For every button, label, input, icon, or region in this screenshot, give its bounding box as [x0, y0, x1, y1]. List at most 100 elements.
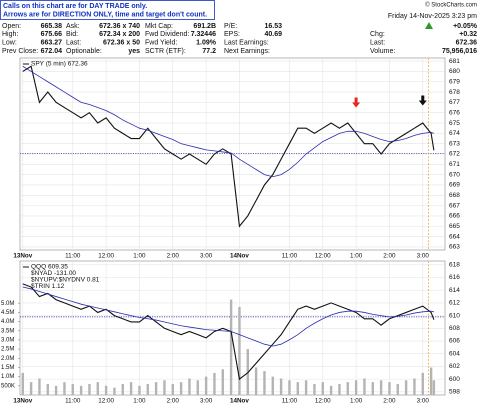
volume-bar [121, 383, 124, 395]
x-tick-label: 3:00 [200, 398, 213, 405]
volume-bar [129, 382, 133, 395]
field-value: 665.38 [41, 23, 63, 30]
y-tick-label: 669 [449, 182, 460, 189]
field-value: 1.09% [196, 39, 217, 46]
volume-bar [138, 385, 141, 395]
field-label: SCTR (ETF): [145, 48, 186, 55]
y2-tick-label: 4.5M [1, 310, 14, 316]
y-tick-label: 673 [449, 140, 460, 147]
x-tick-label: 3:00 [417, 398, 430, 405]
x-tick-label: 12:00 [315, 398, 331, 405]
copyright: © StockCharts.com [425, 2, 477, 9]
volume-bar [321, 382, 324, 395]
field-value: 675.66 [41, 31, 63, 38]
field-value: 7.32446 [191, 31, 216, 38]
indicator-label: $NYUPV:$NYDNV 0.81 [31, 277, 100, 284]
price-line [22, 65, 435, 178]
x-tick-label: 1:00 [350, 398, 363, 405]
volume-bar [79, 385, 83, 395]
y-tick-label: 668 [449, 192, 460, 199]
x-tick-label: 1:00 [133, 398, 146, 405]
field-value: 672.04 [41, 48, 63, 55]
y-tick-label: 681 [449, 58, 460, 65]
volume-bar [279, 378, 283, 395]
y-tick-label: 663 [449, 244, 460, 251]
field-label: P/E: [224, 23, 237, 30]
field-value: 16.53 [264, 23, 282, 30]
volume-bar [146, 383, 149, 395]
field-label: Optionable: [66, 48, 102, 55]
y2-tick-label: 3.5M [1, 328, 14, 334]
volume-bar [346, 382, 349, 395]
y-tick-label: 678 [449, 89, 460, 96]
volume-bar [179, 382, 183, 395]
x-tick-label: 1:00 [350, 253, 363, 260]
volume-bar [38, 378, 41, 395]
field-value: 672.36 [456, 39, 478, 46]
volume-bar [338, 383, 341, 395]
field-label: Last: [66, 39, 81, 46]
y-tick-label: 618 [449, 262, 460, 269]
volume-bar [96, 382, 99, 395]
y-tick-label: 671 [449, 161, 460, 168]
x-tick-label: 2:00 [383, 398, 396, 405]
y-tick-label: 606 [449, 338, 460, 345]
field-label: Chg: [370, 31, 385, 38]
field-label: EPS: [224, 31, 240, 38]
indicator-label: $NYAD -131.00 [31, 270, 76, 277]
volume-bar [271, 376, 274, 395]
volume-bar [163, 380, 166, 395]
x-tick-label: 3:00 [417, 253, 430, 260]
x-tick-label: 12:00 [98, 253, 114, 260]
field-label: Bid: [66, 31, 78, 38]
field-label: Low: [2, 39, 17, 46]
y-tick-label: 612 [449, 300, 460, 307]
field-label: Mkt Cap: [145, 23, 173, 30]
volume-bar [404, 380, 408, 395]
field-value: +0.32 [459, 31, 477, 38]
x-tick-label: 3:00 [200, 253, 213, 260]
y-tick-label: 600 [449, 376, 460, 383]
field-label: Fwd Yield: [145, 39, 177, 46]
volume-bar [29, 382, 33, 395]
x-tick-label: 12:00 [98, 398, 114, 405]
chart-title: SPY (5 min) 672.36 [31, 61, 88, 68]
up-arrow-icon [425, 22, 433, 29]
y-tick-label: 676 [449, 109, 460, 116]
y-tick-label: 598 [449, 389, 460, 396]
notice-box [0, 0, 215, 20]
x-tick-label: 11:00 [282, 253, 298, 260]
y-tick-label: 679 [449, 78, 460, 85]
volume-bar [388, 382, 391, 395]
field-label: Fwd Dividend: [145, 31, 189, 38]
field-label: Next Earnings: [224, 48, 270, 55]
y-tick-label: 602 [449, 363, 460, 370]
field-value: 672.36 x 740 [99, 23, 140, 30]
field-value: 75,956,016 [442, 48, 477, 55]
y-tick-label: 675 [449, 120, 460, 127]
plot-area [19, 260, 446, 396]
volume-bar [196, 380, 199, 395]
volume-bar [46, 383, 49, 395]
volume-bar [63, 382, 66, 395]
x-tick-label: 12:00 [315, 253, 331, 260]
y-tick-label: 674 [449, 130, 460, 137]
direction-arrow [418, 95, 427, 106]
volume-bar [288, 380, 291, 395]
price-line [22, 286, 434, 347]
y-tick-label: 614 [449, 287, 460, 294]
volume-bar [354, 380, 358, 395]
y2-tick-label: 500K [1, 383, 15, 389]
y-tick-label: 608 [449, 325, 460, 332]
volume-bar [154, 382, 158, 395]
volume-bar [213, 372, 216, 395]
x-tick-label: 2:00 [167, 398, 180, 405]
y-tick-label: 665 [449, 223, 460, 230]
indicator-label: $TRIN 1.12 [31, 283, 65, 290]
date: Friday 14-Nov-2025 3:23 pm [388, 13, 477, 20]
volume-bar [104, 385, 108, 395]
field-label: Last Earnings: [224, 39, 269, 46]
volume-bar [238, 306, 241, 395]
volume-bar [263, 371, 266, 395]
